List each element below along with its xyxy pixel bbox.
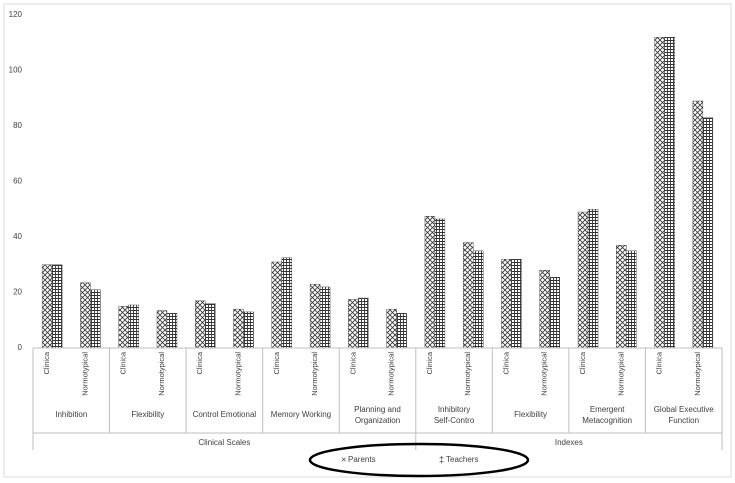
x-subcategory-label: Normotypical [463,352,472,396]
bar-parents [462,242,474,349]
bar-parents [309,283,321,349]
bar-parents [348,299,359,349]
legend-highlight-ellipse [308,442,530,478]
bar-teachers [166,313,178,349]
bar-teachers [396,313,407,349]
legend-label-teachers: Teachers [446,455,478,464]
bar-teachers [587,209,599,349]
bar-parents [156,310,168,349]
chart-frame [3,3,732,478]
bar-parents [80,282,91,349]
legend-marker-teachers: ‡ [439,454,444,464]
x-scale-label: Planning and Organization [354,405,401,425]
x-subcategory-label: Clinica [348,351,357,374]
y-tick-label: 0 [18,343,23,352]
bar-parents [539,270,550,349]
bars [41,37,714,349]
bar-teachers [51,264,63,349]
bar-parents [501,259,512,349]
y-tick-label: 40 [13,232,22,241]
bar-teachers [319,286,331,349]
x-subcategory-label: Normotypical [693,352,702,396]
x-scale-label: Inhibition [55,410,87,419]
y-axis: 0 20 40 60 80 100 120 [9,10,23,352]
x-subcategory-label: Normotypical [157,352,166,396]
bar-parents [233,308,244,349]
x-subcategory-label: Normotypical [387,352,396,396]
x-scale-label: Global Executive Function [654,405,715,425]
legend-marker-parents: × [341,454,346,464]
x-subcategory-label: Clinica [272,351,281,374]
bar-teachers [243,311,254,349]
bar-parents [654,37,665,349]
bar-parents [271,261,283,349]
legend: × Parents ‡ Teachers [308,442,530,478]
x-subcategory-label: Clinica [425,351,434,374]
x-group-label: Clinical Scales [198,438,250,447]
bar-parents [692,100,704,349]
x-subcategory-label: Clinica [195,351,204,374]
bar-teachers [205,303,216,349]
x-scale-label: Inhibitory Self-Contro [434,405,475,425]
y-tick-label: 100 [9,66,23,75]
bar-teachers [511,259,522,349]
bar-teachers [90,289,101,349]
x-subcategory-label: Clinica [655,351,664,374]
x-subcategory-label: Normotypical [234,352,243,396]
bar-teachers [128,304,139,349]
bar-teachers [434,218,446,349]
legend-label-parents: Parents [348,455,376,464]
bar-parents [386,308,397,349]
x-scale-label: Control Emotional [193,410,257,419]
x-subcategory-label: Clinica [501,351,510,374]
y-tick-label: 120 [9,10,23,19]
x-subcategory-label: Clinica [119,351,128,374]
bar-teachers [472,250,484,349]
x-scale-label: Emergent Metacognition [582,405,632,425]
y-tick-label: 20 [13,288,22,297]
x-subcategory-label: Normotypical [80,352,89,396]
bar-parents [195,300,206,349]
bar-teachers [549,277,560,349]
x-scale-label: Flexibility [131,410,164,419]
bar-teachers [358,297,369,349]
bar-parents [424,215,436,349]
bar-teachers [702,117,714,349]
bar-parents [616,245,627,349]
x-subcategory-label: Clinica [578,351,587,374]
x-subcategory-label: Clinica [42,351,51,374]
x-subcategory-label: Normotypical [540,352,549,396]
x-group-label: Indexes [555,438,583,447]
y-tick-label: 80 [13,121,22,130]
x-axis: Clinica Normotypical Clinica Normotypical Cl… [32,347,723,450]
bar-parents [118,306,129,349]
bar-teachers [664,37,675,349]
x-scale-label: Flexibility [514,410,547,419]
x-subcategory-label: Normotypical [616,352,625,396]
x-subcategory-label: Normotypical [310,352,319,396]
bar-parents [577,211,589,349]
bar-teachers [626,250,637,349]
y-tick-label: 60 [13,177,22,186]
bar-parents [41,264,53,349]
x-scale-label: Memory Working [271,410,331,419]
bar-teachers [281,257,293,349]
